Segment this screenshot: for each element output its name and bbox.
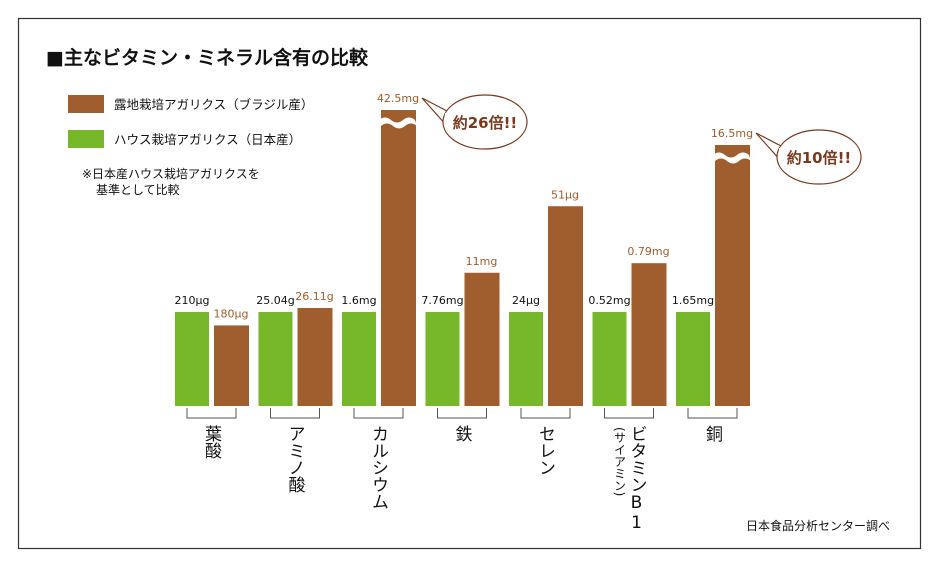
data-label-brazil-4: 51μg [551, 188, 579, 201]
data-label-brazil-5: 0.79mg [627, 245, 669, 258]
category-bracket-0 [186, 408, 237, 419]
category-bracket-6 [687, 408, 738, 419]
legend-label-japan: ハウス栽培アガリクス（日本産） [114, 132, 301, 147]
axis-break-6 [713, 152, 751, 164]
bar-brazil-2 [381, 110, 416, 406]
annotation-text-6: 約10倍!! [787, 149, 852, 167]
data-label-brazil-0: 180μg [214, 307, 249, 320]
bar-japan-3 [425, 312, 460, 406]
category-label-6: 銅 [702, 425, 722, 442]
bar-japan-2 [342, 312, 376, 406]
legend-label-brazil: 露地栽培アガリクス（ブラジル産） [114, 97, 313, 112]
bar-brazil-4 [548, 206, 583, 406]
category-bracket-2 [353, 408, 404, 419]
bar-brazil-1 [297, 307, 333, 406]
bar-japan-0 [175, 312, 209, 406]
bar-brazil-5 [631, 263, 667, 406]
axis-break-2 [379, 117, 417, 129]
data-label-japan-4: 24μg [512, 294, 540, 307]
data-label-brazil-2: 42.5mg [377, 92, 419, 105]
data-label-japan-6: 1.65mg [672, 294, 714, 307]
category-label-5: ビタミンB1 [626, 425, 647, 533]
annotation-text-2: 約26倍!! [453, 114, 518, 132]
category-label-0: 葉酸 [201, 425, 221, 459]
bar-japan-4 [509, 312, 543, 406]
category-label-4: セレン [535, 425, 555, 476]
data-label-japan-5: 0.52mg [588, 294, 630, 307]
bar-brazil-6 [715, 145, 750, 406]
legend-swatch-brazil [68, 95, 104, 113]
chart-title: ■主なビタミン・ミネラル含有の比較 [46, 46, 369, 69]
legend-swatch-japan [68, 130, 104, 148]
category-label-3: 鉄 [451, 425, 472, 442]
bar-japan-1 [258, 312, 293, 406]
data-label-japan-3: 7.76mg [421, 294, 463, 307]
category-bracket-1 [270, 408, 320, 419]
chart-frame [17, 17, 922, 550]
category-bracket-3 [437, 408, 487, 419]
category-bracket-4 [520, 408, 571, 419]
bar-japan-6 [676, 312, 710, 406]
data-label-japan-2: 1.6mg [341, 294, 376, 307]
data-label-japan-0: 210μg [175, 294, 210, 307]
category-label-2: カルシウム [368, 425, 388, 510]
category-label-1: アミノ酸 [284, 425, 305, 493]
category-sublabel-5: (サイアミン) [612, 427, 627, 497]
data-label-brazil-6: 16.5mg [711, 127, 753, 140]
data-label-brazil-1: 26.11g [295, 290, 333, 303]
source-text: 日本食品分析センター調べ [746, 518, 890, 533]
data-label-brazil-3: 11mg [466, 255, 498, 268]
note-line-2: 基準として比較 [96, 182, 180, 197]
category-bracket-5 [604, 408, 654, 419]
bar-japan-5 [592, 312, 627, 406]
data-label-japan-1: 25.04g [256, 294, 294, 307]
note-line-1: ※日本産ハウス栽培アガリクスを [82, 166, 260, 181]
annotation-callout-6: 約10倍!! [755, 129, 862, 185]
bar-brazil-0 [214, 325, 249, 406]
bar-brazil-3 [464, 272, 500, 406]
annotation-callout-2: 約26倍!! [421, 94, 528, 150]
